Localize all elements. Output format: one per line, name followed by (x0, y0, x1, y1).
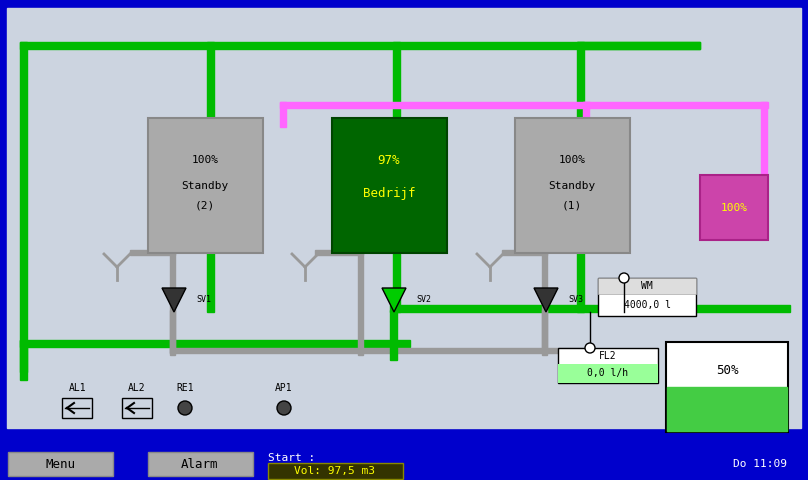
Text: 0,0 l/h: 0,0 l/h (587, 368, 629, 378)
Bar (667, 387, 787, 431)
Bar (598, 278, 696, 316)
Text: 97%: 97% (378, 154, 400, 167)
Bar (393, 42, 400, 312)
Text: (1): (1) (562, 201, 582, 211)
Bar (8, 452, 113, 476)
Bar (20, 42, 700, 49)
Text: AP1: AP1 (276, 383, 292, 393)
Text: SV3: SV3 (568, 296, 583, 304)
Bar (577, 42, 700, 49)
Bar (20, 42, 27, 372)
Text: Alarm: Alarm (181, 457, 219, 470)
Circle shape (178, 401, 192, 415)
Bar (542, 310, 547, 353)
Text: (2): (2) (195, 201, 215, 211)
Bar (577, 42, 584, 312)
Bar (170, 250, 175, 355)
Bar (170, 348, 590, 353)
Text: AL2: AL2 (128, 383, 145, 393)
Bar (390, 305, 790, 312)
Bar (207, 42, 214, 312)
Text: Bedrijf: Bedrijf (363, 187, 415, 200)
Text: Start :: Start : (268, 453, 315, 463)
Bar (122, 398, 152, 418)
Text: 4000,0 l: 4000,0 l (624, 300, 671, 310)
Circle shape (277, 401, 291, 415)
Circle shape (619, 273, 629, 283)
Bar (558, 348, 658, 383)
Polygon shape (382, 288, 406, 312)
Text: FL2: FL2 (600, 351, 617, 361)
Text: Menu: Menu (45, 457, 75, 470)
Bar (130, 250, 175, 255)
Bar (558, 364, 658, 383)
Polygon shape (534, 288, 558, 312)
Bar (666, 342, 788, 432)
Text: Standby: Standby (181, 181, 229, 191)
Text: 100%: 100% (558, 155, 586, 165)
Text: SV1: SV1 (196, 296, 211, 304)
Text: 100%: 100% (191, 155, 218, 165)
Polygon shape (162, 288, 186, 312)
Bar (20, 340, 27, 380)
Bar (358, 250, 363, 355)
Text: Do 11:09: Do 11:09 (733, 459, 787, 469)
Bar (0, 448, 808, 480)
Text: RE1: RE1 (176, 383, 194, 393)
Bar (583, 102, 768, 108)
Bar (583, 102, 589, 127)
Bar (700, 175, 768, 240)
Text: 50%: 50% (716, 363, 739, 376)
Text: Vol: 97,5 m3: Vol: 97,5 m3 (294, 466, 376, 476)
Bar (7, 8, 801, 428)
Text: WM: WM (641, 281, 653, 291)
Bar (62, 398, 92, 418)
Bar (761, 102, 767, 202)
Bar (542, 250, 547, 355)
Bar (598, 278, 696, 294)
Text: AL1: AL1 (69, 383, 86, 393)
Text: 100%: 100% (721, 203, 747, 213)
Bar (148, 452, 253, 476)
Bar (280, 102, 590, 108)
Text: SV2: SV2 (416, 296, 431, 304)
Bar (268, 463, 403, 479)
Circle shape (585, 343, 595, 353)
Bar (170, 310, 175, 353)
Bar (515, 118, 630, 253)
Bar (148, 118, 263, 253)
Bar (390, 310, 397, 360)
Text: Standby: Standby (549, 181, 595, 191)
Bar (280, 102, 286, 127)
Bar (332, 118, 447, 253)
Bar (502, 250, 547, 255)
Bar (20, 340, 410, 347)
Bar (315, 250, 363, 255)
